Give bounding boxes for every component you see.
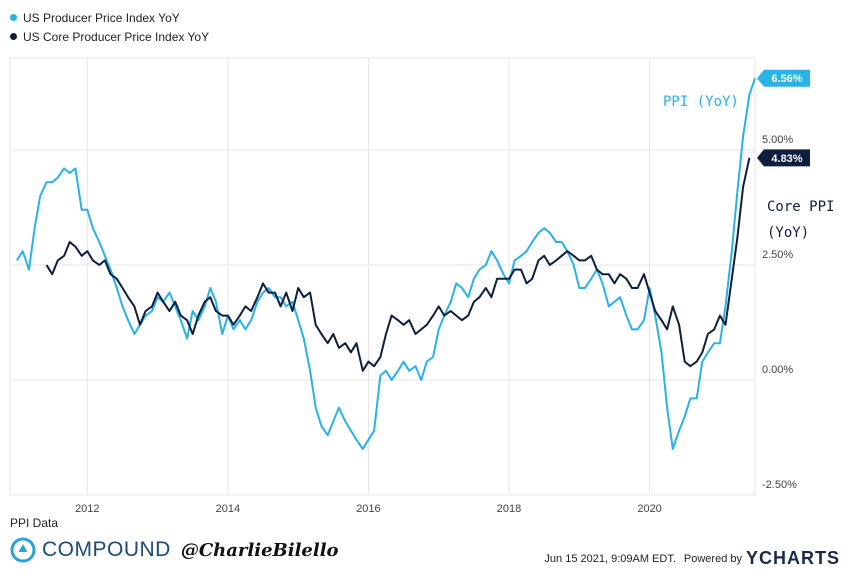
- x-tick-label-2020: 2020: [637, 503, 661, 515]
- ycharts-logo[interactable]: YCHARTS: [745, 548, 840, 568]
- legend-item-ppi[interactable]: US Producer Price Index YoY: [10, 8, 209, 27]
- brand-block: COMPOUND @CharlieBilello: [10, 534, 339, 566]
- annotation-core-ppi-line1: Core PPI: [767, 199, 834, 215]
- footer-stamp: Jun 15 2021, 9:09AM EDT. Powered by YCHA…: [544, 548, 840, 569]
- legend-label-ppi: US Producer Price Index YoY: [23, 10, 180, 25]
- x-tick-label-2012: 2012: [75, 503, 99, 515]
- legend-marker-core-ppi: [10, 33, 17, 40]
- x-tick-label-2014: 2014: [216, 503, 240, 515]
- legend-label-core-ppi: US Core Producer Price Index YoY: [23, 29, 210, 44]
- y-tick-label-2: 2.50%: [762, 249, 793, 261]
- brand-name: COMPOUND: [42, 538, 171, 561]
- end-value-tag-1: [757, 149, 810, 167]
- annotation-ppi: PPI (YoY): [663, 94, 739, 110]
- end-value-label-1: 4.83%: [771, 153, 802, 165]
- legend-item-core-ppi[interactable]: US Core Producer Price Index YoY: [10, 27, 209, 46]
- author-handle: @CharlieBilello: [180, 539, 339, 561]
- annotation-core-ppi-line2: (YoY): [767, 225, 809, 241]
- x-tick-label-2016: 2016: [356, 503, 380, 515]
- timestamp: Jun 15 2021, 9:09AM EDT.: [544, 552, 676, 565]
- source-note: PPI Data: [10, 516, 59, 530]
- end-value-label-0: 6.56%: [771, 73, 802, 85]
- y-tick-label-1: 0.00%: [762, 364, 793, 376]
- y-tick-label-3: 5.00%: [762, 134, 793, 146]
- legend: US Producer Price Index YoY US Core Prod…: [10, 8, 209, 46]
- series-line-1: [45, 157, 751, 372]
- x-tick-label-2018: 2018: [497, 503, 521, 515]
- powered-by-label: Powered by: [683, 552, 742, 565]
- y-tick-label-0: -2.50%: [762, 479, 797, 491]
- legend-marker-ppi: [10, 14, 17, 21]
- series-line-0: [16, 77, 756, 450]
- end-value-tag-0: [757, 69, 810, 87]
- compound-logo-icon: [10, 537, 36, 563]
